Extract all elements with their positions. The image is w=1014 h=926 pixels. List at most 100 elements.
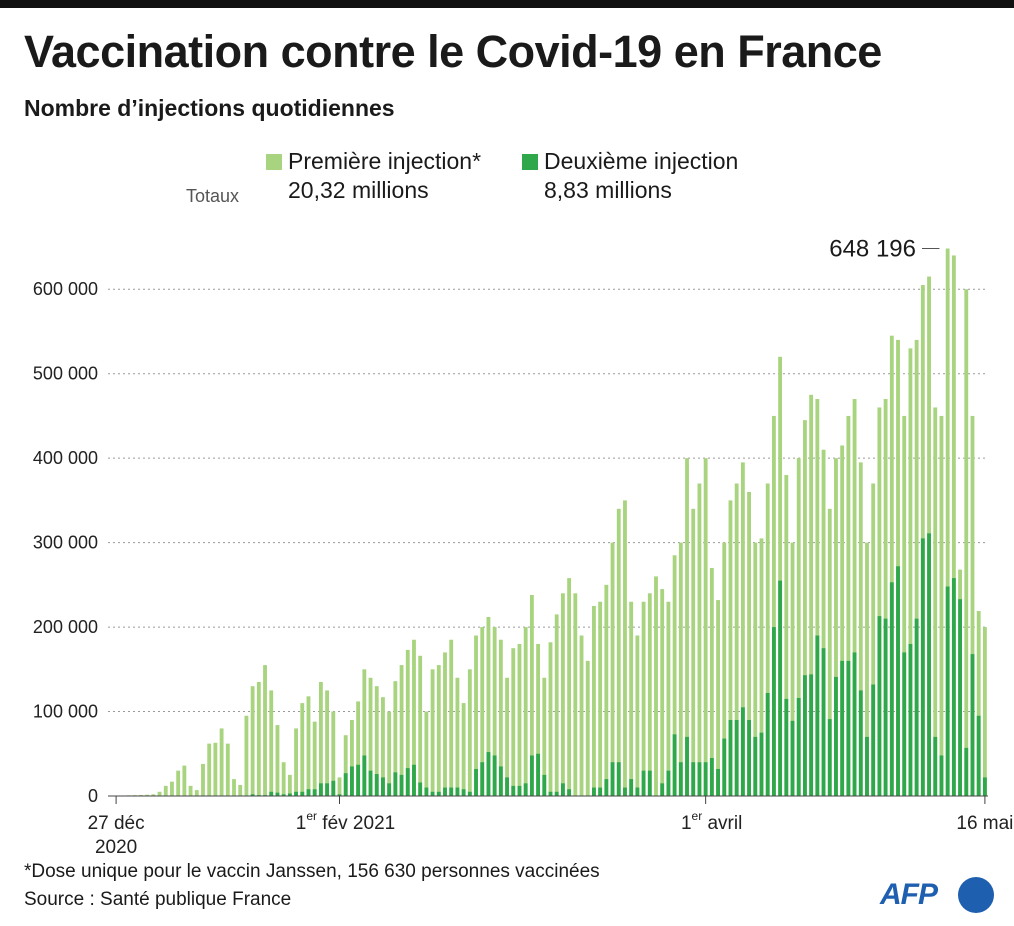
- bar-first-injection: [170, 781, 174, 796]
- bar-second-injection: [486, 752, 491, 796]
- bar-second-injection: [480, 762, 485, 796]
- legend-swatch-first: [266, 154, 282, 170]
- bar-second-injection: [418, 782, 423, 796]
- page-title: Vaccination contre le Covid-19 en France: [24, 26, 882, 77]
- bar-first-injection: [672, 555, 677, 796]
- bar-second-injection: [325, 783, 330, 796]
- bar-second-injection: [337, 794, 342, 796]
- bar-second-injection: [709, 757, 714, 796]
- bar-second-injection: [554, 791, 559, 796]
- bar-first-injection: [666, 601, 671, 796]
- bar-second-injection: [945, 586, 950, 796]
- bar-second-injection: [616, 762, 621, 796]
- bar-first-injection: [877, 407, 882, 796]
- bar-second-injection: [424, 787, 429, 796]
- bar-second-injection: [877, 616, 882, 796]
- bar-first-injection: [691, 508, 696, 796]
- bar-first-injection: [827, 508, 832, 796]
- legend-total-second: 8,83 millions: [544, 177, 672, 203]
- bar-second-injection: [747, 719, 752, 796]
- bar-first-injection: [846, 415, 851, 796]
- bar-first-injection: [244, 715, 249, 796]
- x-tick-label: 27 déc: [88, 813, 145, 834]
- bar-first-injection: [219, 728, 224, 796]
- bar-second-injection: [834, 676, 838, 796]
- bar-first-injection: [294, 728, 298, 796]
- bar-first-injection: [790, 542, 795, 796]
- bar-first-injection: [951, 255, 956, 796]
- bar-second-injection: [666, 770, 671, 796]
- bar-first-injection: [256, 681, 261, 796]
- bar-first-injection: [852, 399, 857, 796]
- bar-second-injection: [374, 774, 379, 796]
- bar-second-injection: [771, 627, 776, 796]
- bar-first-injection: [654, 576, 658, 796]
- bar-second-injection: [449, 787, 454, 796]
- chart-subtitle: Nombre d’injections quotidiennes: [24, 95, 395, 121]
- bar-first-injection: [728, 500, 733, 796]
- bar-first-injection: [312, 721, 317, 796]
- bar-second-injection: [927, 533, 931, 796]
- bar-second-injection: [517, 785, 522, 796]
- bar-first-injection: [331, 711, 336, 796]
- bar-first-injection: [275, 725, 280, 796]
- y-tick-label: 600 000: [33, 279, 98, 299]
- bar-second-injection: [951, 578, 956, 796]
- bar-second-injection: [703, 762, 708, 796]
- bar-first-injection: [598, 601, 603, 796]
- bar-second-injection: [790, 720, 795, 796]
- bar-first-injection: [405, 649, 410, 796]
- bar-first-injection: [269, 690, 274, 796]
- bar-first-injection: [349, 719, 354, 796]
- bar-second-injection: [939, 755, 944, 796]
- bar-first-injection: [176, 770, 181, 796]
- bar-first-injection: [368, 677, 373, 796]
- bar-first-injection: [939, 415, 944, 796]
- bar-first-injection: [815, 399, 820, 796]
- bar-first-injection: [263, 665, 267, 796]
- bar-first-injection: [523, 627, 528, 796]
- bar-first-injection: [343, 735, 348, 796]
- bar-second-injection: [387, 783, 392, 796]
- bar-first-injection: [821, 449, 826, 796]
- x-tick-label: 1er fév 2021: [296, 809, 395, 834]
- bar-first-injection: [740, 462, 745, 796]
- bar-second-injection: [610, 762, 615, 796]
- bar-first-injection: [225, 743, 230, 796]
- bar-first-injection: [554, 614, 559, 796]
- bar-first-injection: [356, 701, 361, 796]
- bar-second-injection: [697, 762, 702, 796]
- bar-second-injection: [803, 675, 807, 796]
- top-rule: [0, 0, 1014, 8]
- bar-first-injection: [716, 600, 720, 796]
- bar-second-injection: [294, 791, 298, 796]
- bar-first-injection: [734, 483, 739, 796]
- x-tick-label: 2020: [95, 837, 137, 858]
- bar-second-injection: [343, 773, 348, 796]
- bar-second-injection: [821, 648, 826, 796]
- y-tick-label: 500 000: [33, 364, 98, 384]
- bar-second-injection: [505, 777, 509, 796]
- bar-first-injection: [145, 794, 150, 796]
- bar-second-injection: [809, 674, 814, 796]
- bar-first-injection: [182, 765, 187, 796]
- y-tick-label: 300 000: [33, 533, 98, 553]
- vaccination-bar-chart: 0 100 000 200 000 300 000 400 000 500 000 600 …: [33, 236, 1013, 858]
- bar-first-injection: [871, 483, 876, 796]
- bar-first-injection: [771, 415, 776, 796]
- bar-first-injection: [374, 686, 379, 796]
- bar-second-injection: [846, 660, 851, 796]
- bar-second-injection: [300, 791, 305, 796]
- bar-first-injection: [486, 616, 491, 796]
- bar-first-injection: [964, 289, 969, 796]
- bar-second-injection: [815, 635, 820, 796]
- bar-first-injection: [629, 601, 634, 796]
- bar-second-injection: [362, 755, 367, 796]
- bar-second-injection: [287, 793, 292, 796]
- bar-first-injection: [194, 790, 199, 796]
- bar-first-injection: [616, 508, 621, 796]
- afp-logo-circle: [958, 877, 994, 913]
- legend-label-second: Deuxième injection: [544, 148, 739, 174]
- bar-second-injection: [393, 772, 398, 796]
- bar-second-injection: [523, 783, 528, 796]
